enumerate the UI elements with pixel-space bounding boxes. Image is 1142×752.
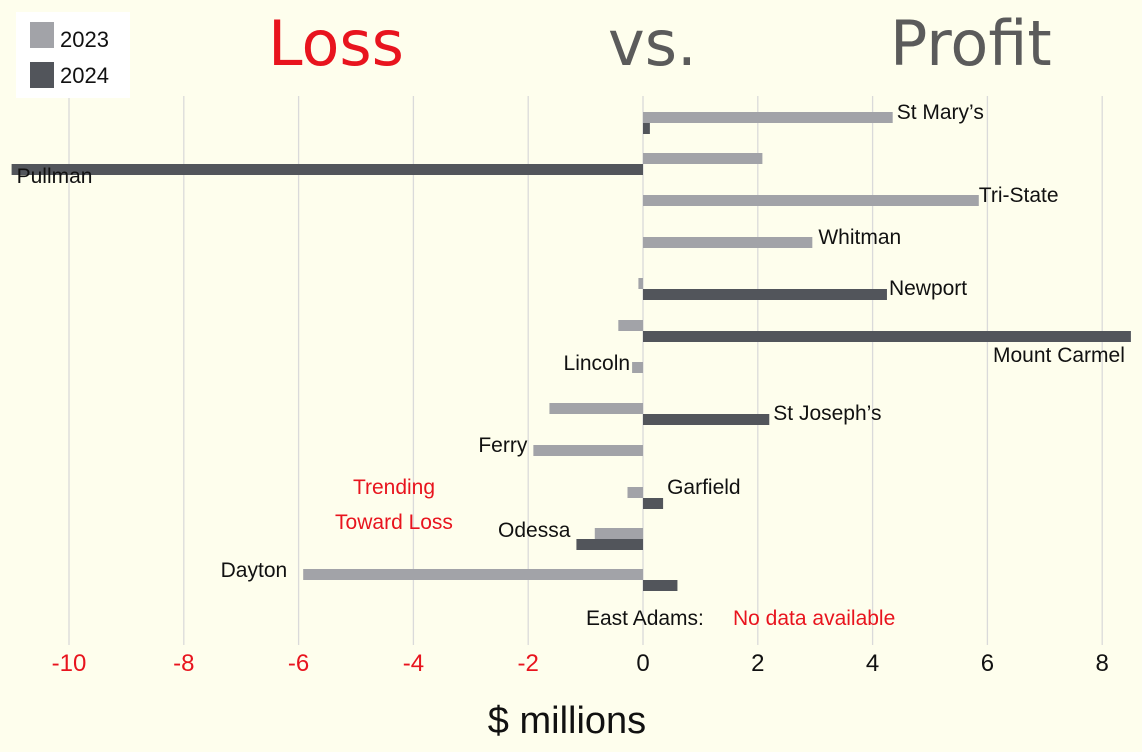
- bar-2023-odessa: [594, 528, 643, 539]
- legend-swatch-2023: [30, 22, 54, 48]
- bar-2023-lincoln: [632, 362, 643, 373]
- bar-2023-st-josephs: [549, 403, 643, 414]
- no-data-text: No data available: [733, 607, 895, 630]
- x-tick-0: 0: [636, 650, 649, 677]
- x-tick-4: 4: [866, 650, 879, 677]
- no-data-name: East Adams:: [586, 607, 704, 630]
- x-tick--10: -10: [52, 650, 87, 677]
- bar-2023-tri-state: [643, 195, 979, 206]
- title-profit: Profit: [890, 7, 1052, 80]
- bar-2023-dayton: [303, 569, 643, 580]
- bar-2024-st-marys: [643, 123, 650, 134]
- legend-label-2023: 2023: [60, 27, 109, 52]
- legend: 2023 2024: [16, 12, 130, 98]
- label-odessa: Odessa: [498, 519, 571, 542]
- x-tick--8: -8: [173, 650, 194, 677]
- annotation-trending: Trending: [353, 476, 435, 499]
- label-pullman: Pullman: [17, 165, 93, 188]
- bar-2023-garfield: [627, 487, 643, 498]
- label-dayton: Dayton: [221, 559, 288, 582]
- bar-2023-mount-carmel: [618, 320, 643, 331]
- label-garfield: Garfield: [667, 476, 741, 499]
- x-tick-6: 6: [981, 650, 994, 677]
- bar-2024-odessa: [576, 539, 643, 550]
- x-tick-labels: -10 -8 -6 -4 -2 0 2 4 6 8: [52, 650, 1109, 677]
- bar-2024-mount-carmel: [643, 331, 1131, 342]
- x-tick--2: -2: [518, 650, 539, 677]
- label-lincoln: Lincoln: [564, 352, 631, 375]
- label-tri-state: Tri-State: [979, 184, 1059, 207]
- bar-2024-dayton: [643, 580, 678, 591]
- title-vs: vs.: [608, 7, 697, 80]
- annotation-toward-loss: Toward Loss: [335, 511, 453, 534]
- bar-2024-newport: [643, 289, 887, 300]
- bars: [11, 112, 1131, 591]
- title-loss: Loss: [268, 7, 404, 80]
- x-axis-label: $ millions: [488, 700, 646, 742]
- bar-2023-pullman: [643, 153, 763, 164]
- x-tick--6: -6: [288, 650, 309, 677]
- legend-swatch-2024: [30, 62, 54, 88]
- label-whitman: Whitman: [818, 226, 901, 249]
- label-mount-carmel: Mount Carmel: [993, 344, 1125, 367]
- bar-2023-st-marys: [643, 112, 893, 123]
- label-newport: Newport: [889, 277, 967, 300]
- x-tick-8: 8: [1096, 650, 1109, 677]
- bar-2024-st-josephs: [643, 414, 770, 425]
- x-tick-2: 2: [751, 650, 764, 677]
- legend-label-2024: 2024: [60, 63, 109, 88]
- label-st-josephs: St Joseph’s: [773, 402, 881, 425]
- x-tick--4: -4: [403, 650, 424, 677]
- bar-2024-pullman: [11, 164, 644, 175]
- label-ferry: Ferry: [478, 434, 527, 457]
- bar-2023-whitman: [643, 237, 813, 248]
- bar-2023-newport: [638, 278, 643, 289]
- label-st-marys: St Mary’s: [897, 101, 984, 124]
- bar-2024-garfield: [643, 498, 664, 509]
- bar-labels: St Mary’s Pullman Tri-State Whitman Newport M…: [17, 101, 1125, 582]
- bar-2023-ferry: [533, 445, 643, 456]
